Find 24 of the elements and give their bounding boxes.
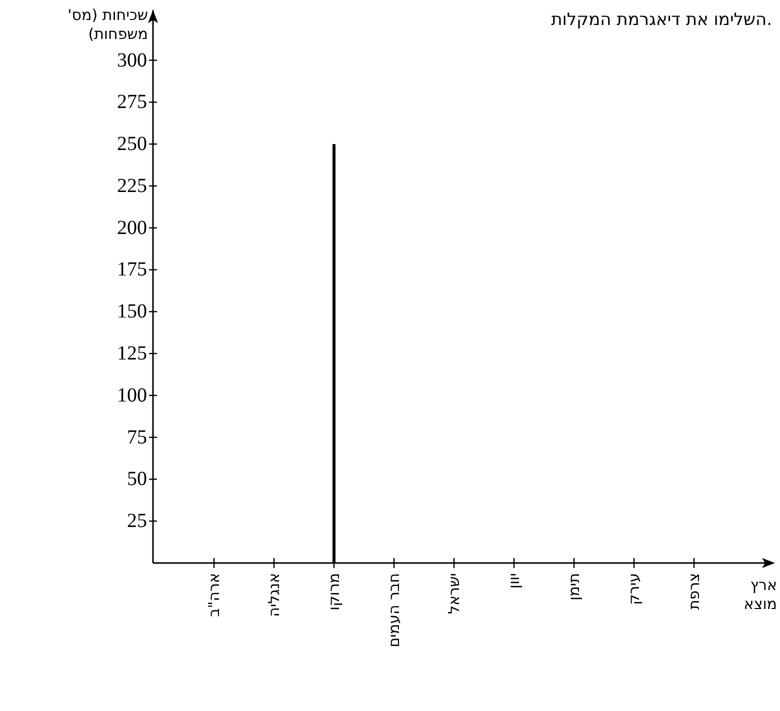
y-tick-label: 25 [127,510,147,532]
y-tick-label: 100 [117,384,147,406]
y-tick-label: 225 [117,174,147,197]
x-tick-label: יוון [505,573,523,589]
x-tick-label: ישראל [445,573,463,614]
y-tick-label: 125 [117,342,147,365]
y-tick-label: 75 [127,426,147,448]
y-tick-label: 300 [117,49,147,72]
y-tick-label: 50 [127,468,147,490]
x-tick-label: צרפת [685,573,703,610]
x-tick-label: תימן [565,573,583,600]
y-tick-label: 175 [117,258,147,281]
x-tick-label: אנגליה [265,573,283,617]
y-tick-label: 200 [117,216,147,239]
x-axis-title: ארץ מוצא [742,576,777,614]
x-tick-label: מרוקו [325,573,343,610]
y-tick-label: 275 [117,91,147,114]
chart-title: השלימו את דיאגרמת המקלות. [551,10,772,30]
x-tick-label: ארה"ב [205,573,223,617]
x-tick-label: חבר העמים [385,573,403,648]
x-tick-label: עירק [625,573,643,605]
y-axis-title: שכיחות (מס' משפחות) [66,6,148,44]
y-tick-label: 250 [117,133,147,156]
y-tick-label: 150 [117,300,147,323]
